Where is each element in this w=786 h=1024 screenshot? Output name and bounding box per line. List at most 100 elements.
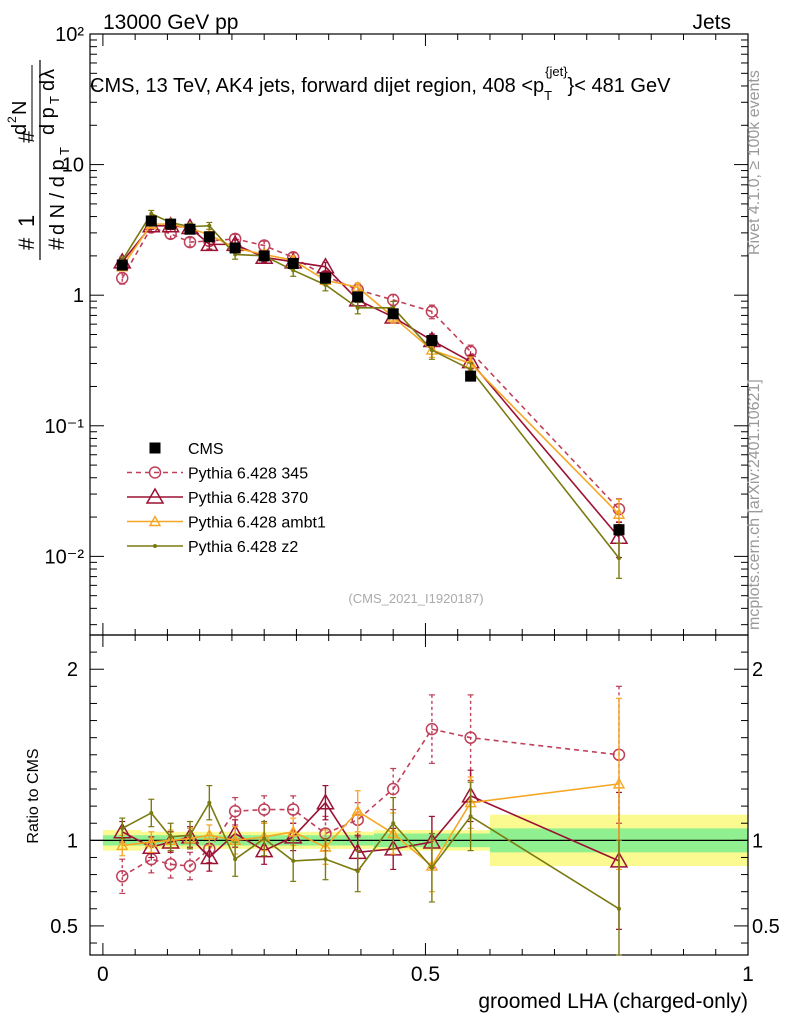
analysis-watermark: (CMS_2021_I1920187) <box>348 591 483 606</box>
data-point <box>257 803 271 816</box>
legend-label: Pythia 6.428 345 <box>188 466 308 483</box>
cms-data-point <box>229 242 241 254</box>
ratio-y-tick-label: 0.5 <box>50 916 78 938</box>
ylabel-part: d p <box>37 107 59 135</box>
main-y-axis-label: # 1 # d N / d p T d 2 N # d p T d λ <box>5 60 72 260</box>
series-line <box>121 226 620 510</box>
data-point <box>355 305 360 310</box>
series-line <box>121 800 620 910</box>
plot-title-sub: T <box>544 88 552 103</box>
series-pythia-6-428-z2 <box>119 781 622 956</box>
data-point <box>616 906 621 911</box>
data-point <box>429 865 434 870</box>
data-point <box>148 466 162 479</box>
mcplots-label: mcplots.cern.ch [arXiv:2401.10621] <box>746 379 763 630</box>
x-axis-label: groomed LHA (charged-only) <box>478 990 748 1013</box>
data-point <box>149 211 154 216</box>
cms-data-point <box>465 370 477 382</box>
cms-data-point <box>165 218 177 230</box>
data-point <box>183 859 197 873</box>
data-point <box>207 800 212 805</box>
data-point <box>120 826 125 831</box>
data-point <box>316 793 335 810</box>
ylabel-part: # <box>14 237 39 250</box>
x-tick-label: 0.5 <box>411 963 440 986</box>
data-point <box>116 839 129 851</box>
data-point <box>351 804 364 816</box>
legend-label: Pythia 6.428 z2 <box>188 539 298 556</box>
cms-data-point <box>184 223 196 235</box>
data-point <box>291 858 296 863</box>
cms-data-point <box>613 524 625 536</box>
x-tick-label: 1 <box>742 963 754 986</box>
data-point <box>145 487 165 504</box>
data-point <box>203 828 216 840</box>
legend-label: CMS <box>188 441 224 458</box>
data-point <box>164 858 177 871</box>
data-point <box>168 834 173 839</box>
energy-label: 13000 GeV pp <box>103 11 238 34</box>
ratio-plot-frame <box>89 634 749 956</box>
ratio-y-tick-label-right: 0.5 <box>752 916 780 938</box>
ylabel-part: T <box>47 96 62 104</box>
data-point <box>148 515 162 527</box>
ratio-y-tick-label: 2 <box>67 659 78 681</box>
data-point <box>323 282 328 287</box>
data-point <box>468 367 473 372</box>
ylabel-part: # <box>14 130 39 143</box>
cms-data-point <box>426 334 438 346</box>
plot-title-prefix: CMS, 13 TeV, AK4 jets, forward dijet reg… <box>90 75 544 97</box>
data-point <box>200 847 219 865</box>
ratio-y-tick-label-right: 2 <box>752 659 763 681</box>
data-point <box>468 814 473 819</box>
process-label: Jets <box>692 11 731 34</box>
ratio-y-tick-label-right: 1 <box>752 830 763 852</box>
plot-title-sup: {jet} <box>545 64 568 79</box>
y-tick-label: 10 <box>62 155 84 177</box>
legend-entry: Pythia 6.428 z2 <box>127 539 298 556</box>
ylabel-part: 1 <box>14 215 39 227</box>
ylabel-part: N <box>9 101 31 115</box>
ylabel-part: # <box>44 237 69 250</box>
y-tick-label: 10⁻² <box>45 546 85 568</box>
legend-entry: Pythia 6.428 ambt1 <box>127 515 326 532</box>
cms-data-point <box>145 215 157 227</box>
data-point <box>616 556 621 561</box>
plot-title: CMS, 13 TeV, AK4 jets, forward dijet reg… <box>90 64 671 103</box>
cms-data-point <box>319 272 331 284</box>
ylabel-part: d N / d p <box>47 159 69 235</box>
data-point <box>612 507 626 519</box>
data-point <box>323 857 328 862</box>
plot-title-suffix: }< 481 GeV <box>568 75 672 97</box>
data-point <box>262 836 267 841</box>
ratio-y-axis-label: Ratio to CMS <box>25 748 42 843</box>
series-pythia-6-428-ambt1 <box>116 217 626 536</box>
data-point <box>391 821 396 826</box>
data-point <box>153 544 157 548</box>
data-point <box>228 805 242 818</box>
data-point <box>464 731 477 744</box>
data-point <box>355 869 360 874</box>
data-point <box>200 234 219 252</box>
data-point <box>254 841 274 858</box>
y-tick-label: 10² <box>55 24 84 46</box>
ylabel-part: λ <box>37 69 59 79</box>
rivet-version-label: Rivet 4.1.0, ≥ 100k events <box>746 70 763 255</box>
series-cms <box>116 215 625 536</box>
legend-entry: Pythia 6.428 370 <box>127 487 308 507</box>
cms-data-point <box>352 291 364 303</box>
cms-data-point <box>287 257 299 269</box>
data-point <box>287 825 300 837</box>
ylabel-part: d <box>9 124 31 135</box>
cms-data-point <box>258 250 270 262</box>
data-point <box>383 839 403 856</box>
y-tick-label: 1 <box>73 285 84 307</box>
ratio-uncertainty-bands <box>90 814 748 867</box>
legend-label: Pythia 6.428 370 <box>188 490 308 507</box>
legend-entry: CMS <box>149 441 224 458</box>
data-point <box>149 810 154 815</box>
cms-data-point <box>387 308 399 320</box>
legend-label: Pythia 6.428 ambt1 <box>188 515 326 532</box>
data-point <box>612 777 626 789</box>
